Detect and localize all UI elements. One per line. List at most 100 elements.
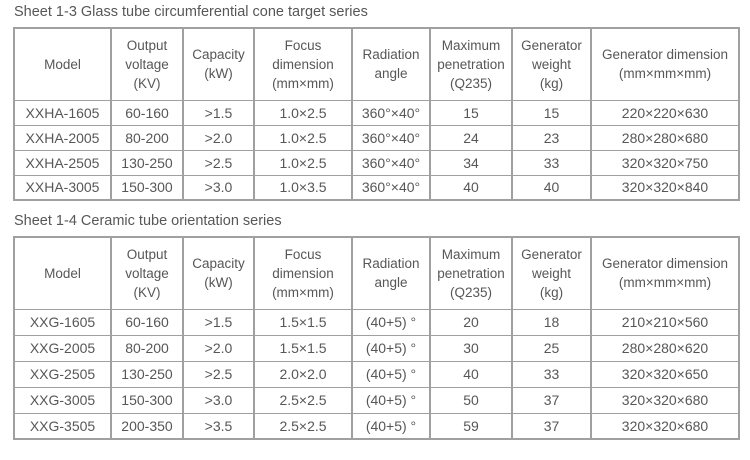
table-header: Model Output voltage (KV) Capacity (kW) Focus d… bbox=[13, 236, 740, 310]
table-cell: >2.0 bbox=[182, 124, 255, 151]
column-header: Generator dimension (mm×mm×mm) bbox=[590, 236, 740, 310]
table-cell: 360°×40° bbox=[351, 124, 431, 151]
table-cell: (40+5) ° bbox=[351, 308, 431, 336]
table-cell: 30 bbox=[429, 334, 513, 362]
table-cell: 360°×40° bbox=[351, 174, 431, 201]
table-cell: (40+5) ° bbox=[351, 386, 431, 414]
table-cell: 40 bbox=[511, 174, 592, 201]
table-cell: >3.0 bbox=[182, 174, 255, 201]
sheet-1-4-section: Sheet 1-4 Ceramic tube orientation serie… bbox=[13, 213, 740, 440]
table-cell: 200-350 bbox=[110, 412, 184, 440]
table-cell: 33 bbox=[511, 149, 592, 176]
table-cell: XXG-2505 bbox=[13, 360, 112, 388]
table-cell: 15 bbox=[429, 99, 513, 126]
column-header: Capacity (kW) bbox=[182, 27, 255, 101]
column-header: Model bbox=[13, 236, 112, 310]
table-cell: 2.0×2.0 bbox=[253, 360, 353, 388]
table-cell: 2.5×2.5 bbox=[253, 412, 353, 440]
table-cell: XXHA-3005 bbox=[13, 174, 112, 201]
table-cell: XXHA-2505 bbox=[13, 149, 112, 176]
table-cell: 20 bbox=[429, 308, 513, 336]
table-cell: 33 bbox=[511, 360, 592, 388]
table-row: XXHA-2005 80-200 >2.0 1.0×2.5 360°×40° 24 23 28… bbox=[13, 124, 740, 151]
table-cell: XXG-2005 bbox=[13, 334, 112, 362]
table-row: XXG-1605 60-160 >1.5 1.5×1.5 (40+5) ° 20 18 210… bbox=[13, 308, 740, 336]
table-cell: 25 bbox=[511, 334, 592, 362]
table-cell: >1.5 bbox=[182, 99, 255, 126]
table-cell: 2.5×2.5 bbox=[253, 386, 353, 414]
table-cell: >2.0 bbox=[182, 334, 255, 362]
column-header: Output voltage (KV) bbox=[110, 27, 184, 101]
table-cell: (40+5) ° bbox=[351, 360, 431, 388]
table-header: Model Output voltage (KV) Capacity (kW) Focus d… bbox=[13, 27, 740, 101]
header-row: Model Output voltage (KV) Capacity (kW) Focus d… bbox=[13, 236, 740, 310]
column-header: Focus dimension (mm×mm) bbox=[253, 236, 353, 310]
table-cell: 150-300 bbox=[110, 174, 184, 201]
table-row: XXHA-1605 60-160 >1.5 1.0×2.5 360°×40° 15 15 22… bbox=[13, 99, 740, 126]
glass-tube-spec-table: Model Output voltage (KV) Capacity (kW) Focus d… bbox=[13, 27, 740, 201]
table-cell: 34 bbox=[429, 149, 513, 176]
table-cell: 150-300 bbox=[110, 386, 184, 414]
table-cell: (40+5) ° bbox=[351, 412, 431, 440]
column-header: Generator dimension (mm×mm×mm) bbox=[590, 27, 740, 101]
table-cell: >3.0 bbox=[182, 386, 255, 414]
table-cell: 130-250 bbox=[110, 360, 184, 388]
table-cell: 1.5×1.5 bbox=[253, 334, 353, 362]
table-cell: 24 bbox=[429, 124, 513, 151]
column-header: Output voltage (KV) bbox=[110, 236, 184, 310]
table-cell: 1.0×2.5 bbox=[253, 124, 353, 151]
table-cell: 320×320×750 bbox=[590, 149, 740, 176]
table-cell: 1.0×2.5 bbox=[253, 99, 353, 126]
table-cell: XXG-3505 bbox=[13, 412, 112, 440]
sheet-title: Sheet 1-4 Ceramic tube orientation serie… bbox=[14, 213, 282, 229]
table-cell: XXG-3005 bbox=[13, 386, 112, 414]
header-row: Model Output voltage (KV) Capacity (kW) Focus d… bbox=[13, 27, 740, 101]
table-row: XXG-3505 200-350 >3.5 2.5×2.5 (40+5) ° 59 37 32… bbox=[13, 412, 740, 440]
ceramic-tube-spec-table: Model Output voltage (KV) Capacity (kW) Focus d… bbox=[13, 236, 740, 440]
table-cell: 1.0×2.5 bbox=[253, 149, 353, 176]
table-cell: 320×320×840 bbox=[590, 174, 740, 201]
table-cell: 220×220×630 bbox=[590, 99, 740, 126]
table-cell: (40+5) ° bbox=[351, 334, 431, 362]
table-cell: 360°×40° bbox=[351, 99, 431, 126]
table-cell: 360°×40° bbox=[351, 149, 431, 176]
table-row: XXG-3005 150-300 >3.0 2.5×2.5 (40+5) ° 50 37 32… bbox=[13, 386, 740, 414]
table-cell: >2.5 bbox=[182, 360, 255, 388]
column-header: Maximum penetration (Q235) bbox=[429, 27, 513, 101]
table-cell: XXHA-1605 bbox=[13, 99, 112, 126]
table-cell: 1.5×1.5 bbox=[253, 308, 353, 336]
table-cell: XXG-1605 bbox=[13, 308, 112, 336]
table-row: XXHA-2505 130-250 >2.5 1.0×2.5 360°×40° 34 33 3… bbox=[13, 149, 740, 176]
column-header: Maximum penetration (Q235) bbox=[429, 236, 513, 310]
table-cell: 60-160 bbox=[110, 308, 184, 336]
column-header: Generator weight (kg) bbox=[511, 27, 592, 101]
column-header: Generator weight (kg) bbox=[511, 236, 592, 310]
table-body: XXG-1605 60-160 >1.5 1.5×1.5 (40+5) ° 20 18 210… bbox=[13, 308, 740, 440]
sheet-1-3-section: Sheet 1-3 Glass tube circumferential con… bbox=[13, 4, 740, 201]
column-header: Radiation angle bbox=[351, 27, 431, 101]
table-cell: 320×320×680 bbox=[590, 386, 740, 414]
table-cell: 40 bbox=[429, 360, 513, 388]
table-cell: 1.0×3.5 bbox=[253, 174, 353, 201]
sheet-title: Sheet 1-3 Glass tube circumferential con… bbox=[14, 4, 368, 20]
table-cell: >2.5 bbox=[182, 149, 255, 176]
table-cell: 40 bbox=[429, 174, 513, 201]
table-cell: 320×320×650 bbox=[590, 360, 740, 388]
table-row: XXG-2505 130-250 >2.5 2.0×2.0 (40+5) ° 40 33 32… bbox=[13, 360, 740, 388]
table-cell: 59 bbox=[429, 412, 513, 440]
table-row: XXG-2005 80-200 >2.0 1.5×1.5 (40+5) ° 30 25 280… bbox=[13, 334, 740, 362]
table-cell: >1.5 bbox=[182, 308, 255, 336]
table-cell: 280×280×620 bbox=[590, 334, 740, 362]
table-cell: 60-160 bbox=[110, 99, 184, 126]
table-cell: 37 bbox=[511, 412, 592, 440]
table-cell: 23 bbox=[511, 124, 592, 151]
table-cell: XXHA-2005 bbox=[13, 124, 112, 151]
column-header: Focus dimension (mm×mm) bbox=[253, 27, 353, 101]
table-cell: 320×320×680 bbox=[590, 412, 740, 440]
table-cell: 37 bbox=[511, 386, 592, 414]
column-header: Radiation angle bbox=[351, 236, 431, 310]
table-cell: 80-200 bbox=[110, 334, 184, 362]
table-cell: >3.5 bbox=[182, 412, 255, 440]
table-cell: 18 bbox=[511, 308, 592, 336]
